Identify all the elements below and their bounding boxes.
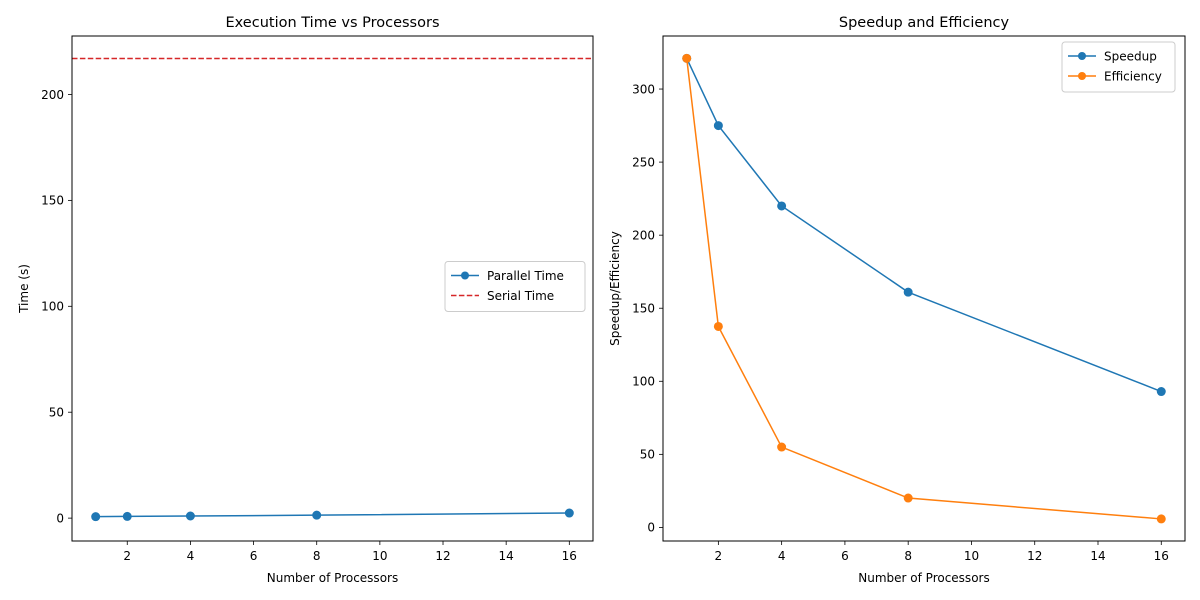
x-tick-label: 12 [435,549,450,563]
series-line-efficiency [685,58,1162,520]
x-tick-label: 6 [250,549,258,563]
series-line-parallel-time [95,512,570,518]
x-tick-label: 16 [1154,549,1169,563]
y-axis-title: Time (s) [17,264,31,314]
plot-area-frame [71,35,594,542]
data-point [903,493,913,503]
y-tick-label: 100 [632,375,655,389]
chart-title: Execution Time vs Processors [226,15,440,31]
data-point [312,510,322,520]
x-tick-label: 14 [499,549,514,563]
legend-label: Serial Time [487,289,554,303]
series-line-speedup [686,58,1162,393]
data-point [777,442,787,452]
x-tick-label: 10 [372,549,387,563]
data-point [91,512,101,522]
y-tick-label: 0 [647,521,655,535]
x-tick-label: 8 [313,549,321,563]
legend-frame [1061,41,1176,93]
legend: Parallel Time Serial Time [444,261,586,312]
y-tick-label: 100 [41,300,64,314]
legend-label: Efficiency [1104,69,1162,83]
data-point [713,121,723,131]
x-tick-label: 4 [778,549,786,563]
data-point [682,53,692,63]
legend-marker [1078,52,1086,60]
x-tick-label: 4 [187,549,195,563]
x-tick-label: 2 [715,549,723,563]
x-tick-label: 16 [562,549,577,563]
legend-marker [1078,72,1086,80]
x-tick-label: 10 [964,549,979,563]
y-tick-label: 250 [632,155,655,169]
x-tick-label: 8 [904,549,912,563]
data-point [564,508,574,518]
y-tick-label: 150 [632,302,655,316]
y-tick-label: 150 [41,194,64,208]
data-point [122,511,132,521]
y-tick-label: 50 [49,406,64,420]
chart-execution-time: Execution Time vs Processors Number of P… [17,15,594,585]
data-point [903,287,913,297]
y-tick-label: 200 [632,228,655,242]
data-point [1156,387,1166,397]
y-axis-title: Speedup/Efficiency [608,231,622,346]
y-tick-label: 300 [632,82,655,96]
y-tick-label: 200 [41,88,64,102]
legend: Speedup Efficiency [1061,41,1176,93]
x-tick-label: 6 [841,549,849,563]
legend-label: Parallel Time [487,269,564,283]
y-tick-label: 0 [56,511,64,525]
plot-area-frame [662,35,1186,542]
data-point [713,321,723,331]
x-axis-title: Number of Processors [858,571,989,585]
x-tick-label: 14 [1090,549,1105,563]
x-axis-title: Number of Processors [267,571,398,585]
legend-label: Speedup [1104,49,1157,63]
data-point [185,511,195,521]
chart-speedup-efficiency: Speedup and Efficiency Number of Process… [608,15,1186,585]
x-tick-label: 2 [123,549,131,563]
legend-marker [461,271,469,280]
y-tick-label: 50 [640,448,655,462]
data-point [777,201,787,211]
legend-frame [444,261,586,312]
chart-title: Speedup and Efficiency [839,15,1010,31]
x-tick-label: 12 [1027,549,1042,563]
data-point [1156,514,1166,524]
